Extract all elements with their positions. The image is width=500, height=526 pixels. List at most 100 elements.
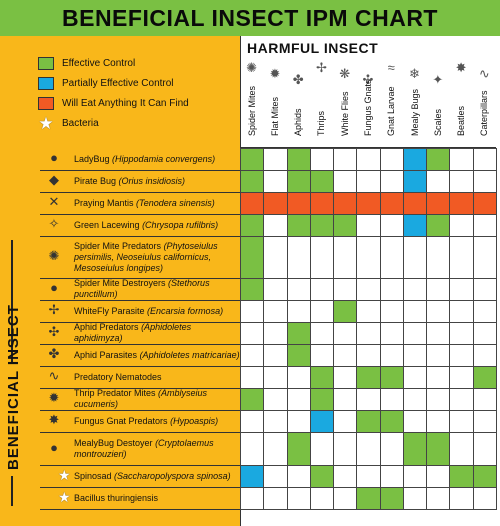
beneficial-row: ✕ Praying Mantis (Tenodera sinensis) xyxy=(0,192,497,215)
beneficial-panel xyxy=(0,36,241,526)
grid-cell xyxy=(449,278,474,301)
spider-mite-predator-icon: ✺ xyxy=(48,248,60,263)
grid-cell xyxy=(240,278,265,301)
grid-cell xyxy=(449,170,474,193)
bacteria-star-icon: ★ xyxy=(58,467,71,483)
grid-cell xyxy=(240,170,265,193)
nematode-icon: ∿ xyxy=(48,368,60,383)
column-header: ∿ Caterpillars xyxy=(473,56,496,148)
grid-cell xyxy=(240,487,265,510)
grid-cell xyxy=(286,214,311,237)
row-name: Praying Mantis xyxy=(74,197,134,208)
column-label: Beatles xyxy=(456,105,467,136)
row-label: Thrip Predator Mites (Amblyseius cucumer… xyxy=(74,388,240,410)
grid-cell xyxy=(472,278,497,301)
grid-cell xyxy=(472,300,497,323)
row-label: Praying Mantis (Tenodera sinensis) xyxy=(74,192,240,214)
legend: Effective Control Partially Effective Con… xyxy=(38,54,189,134)
grid-cell xyxy=(472,432,497,466)
grid-cell xyxy=(356,214,381,237)
grid-cell xyxy=(286,465,311,488)
row-scientific-name: (Chrysopa rufilbris) xyxy=(142,219,219,230)
grid-cell xyxy=(472,322,497,345)
grid-cell xyxy=(240,465,265,488)
grid-cell xyxy=(356,300,381,323)
column-header: ❋ White Flies xyxy=(333,56,356,148)
grid-cell xyxy=(449,148,474,171)
grid-cell xyxy=(286,300,311,323)
grid-cell xyxy=(449,322,474,345)
row-name: Pirate Bug xyxy=(74,175,117,186)
grid-cell xyxy=(333,465,358,488)
grid-cell xyxy=(240,322,265,345)
pirate-bug-icon: ◆ xyxy=(49,172,59,187)
title-bar: BENEFICIAL INSECT IPM CHART xyxy=(0,0,500,36)
row-label: Pirate Bug (Orius insidiosis) xyxy=(74,170,240,192)
grid-cell xyxy=(356,487,381,510)
row-name: Fungus Gnat Predators xyxy=(74,415,168,426)
row-name: Spider Mite Destroyers xyxy=(74,278,166,288)
row-divider xyxy=(40,410,240,411)
row-divider xyxy=(40,236,240,237)
scale-icon: ✦ xyxy=(432,72,444,87)
row-name: Green Lacewing xyxy=(74,219,140,230)
grid-cell xyxy=(379,300,404,323)
grid-cell xyxy=(309,236,335,279)
grid-cell xyxy=(263,300,288,323)
grid-cell xyxy=(333,192,358,215)
grid-cell xyxy=(402,388,428,411)
grid-cell xyxy=(426,322,451,345)
row-label: Spinosad (Saccharopolyspora spinosa) xyxy=(74,465,240,487)
column-label: Mealy Bugs xyxy=(409,88,420,136)
grid-cell xyxy=(333,432,358,466)
harmful-insect-columns: ✺ Spider Mites ✹ Flat Mites ✤ Aphids ✢ Thrips ❋ W… xyxy=(240,56,496,148)
grid-cell xyxy=(356,236,381,279)
grid-cell xyxy=(286,192,311,215)
legend-label: Bacteria xyxy=(62,117,99,129)
grid-cell xyxy=(402,366,428,389)
grid-cell xyxy=(379,236,404,279)
beneficial-row: ✹ Thrip Predator Mites (Amblyseius cucume… xyxy=(0,388,497,411)
grid-cell xyxy=(472,170,497,193)
beneficial-row: ✢ WhiteFly Parasite (Encarsia formosa) xyxy=(0,300,497,323)
row-divider xyxy=(40,366,240,367)
grid-cell xyxy=(309,487,335,510)
grid-cell xyxy=(356,465,381,488)
grid-cell xyxy=(472,410,497,433)
grid-cell xyxy=(309,388,335,411)
grid-cell xyxy=(356,192,381,215)
grid-cell xyxy=(333,214,358,237)
row-scientific-name: (Aphidoletes aphidimyza) xyxy=(74,322,192,343)
beneficial-row: ✸ Fungus Gnat Predators (Hypoaspis) xyxy=(0,410,497,433)
aphid-predator-icon: ✣ xyxy=(48,324,60,339)
row-divider xyxy=(40,170,240,171)
grid-cell xyxy=(402,487,428,510)
column-header: ✣ Fungus Gnats xyxy=(356,56,379,148)
grid-cell xyxy=(263,322,288,345)
grid-cell xyxy=(240,366,265,389)
grid-cell xyxy=(309,432,335,466)
grid-cell xyxy=(240,148,265,171)
grid-cell xyxy=(472,465,497,488)
white-fly-icon: ❋ xyxy=(339,66,351,81)
bacteria-star-icon: ★ xyxy=(38,113,54,133)
grid-cell xyxy=(426,344,451,367)
column-header: ✦ Scales xyxy=(426,56,449,148)
row-divider xyxy=(40,432,240,433)
grid-cell xyxy=(309,192,335,215)
legend-label: Effective Control xyxy=(62,57,136,69)
grid-cell xyxy=(379,148,404,171)
row-name: MealyBug Destoyer xyxy=(74,437,153,448)
grid-cell xyxy=(286,148,311,171)
column-header: ❄ Mealy Bugs xyxy=(403,56,426,148)
grid-cell xyxy=(426,410,451,433)
chart-title: BENEFICIAL INSECT IPM CHART xyxy=(62,4,438,31)
column-label: Spider Mites xyxy=(246,85,257,136)
grid-cell xyxy=(402,432,428,466)
grid-cell xyxy=(286,278,311,301)
row-name: Spinosad xyxy=(74,470,112,481)
grid-cell xyxy=(263,487,288,510)
column-label: White Flies xyxy=(339,91,350,136)
lacewing-icon: ✧ xyxy=(48,216,60,231)
grid-cell xyxy=(356,432,381,466)
